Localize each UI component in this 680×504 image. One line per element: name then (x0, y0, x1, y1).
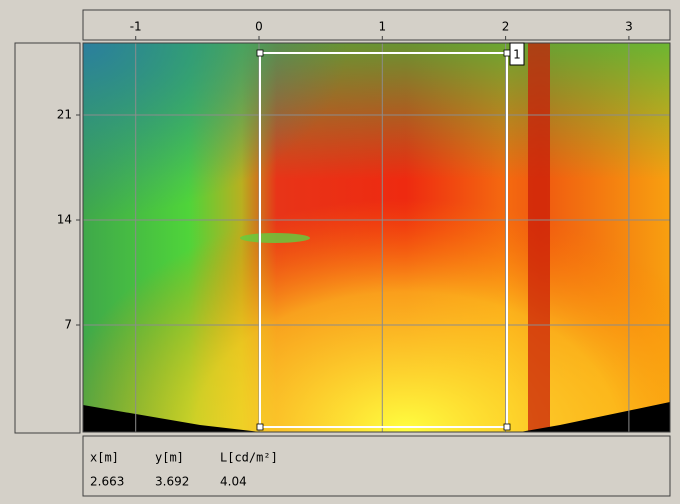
y-tick-label: 14 (57, 213, 72, 227)
y-tick-label: 21 (57, 108, 72, 122)
roi[interactable]: 1 (256, 42, 525, 431)
roi-handle[interactable] (256, 423, 264, 431)
readout-header: L[cd/m²] (220, 451, 278, 465)
roi-label: 1 (513, 48, 521, 62)
readout-value: 4.04 (220, 475, 247, 489)
image-frame (82, 42, 671, 433)
roi-handle[interactable] (503, 423, 511, 431)
stripe (528, 43, 550, 432)
image (83, 43, 670, 432)
mask-right (520, 402, 670, 432)
readout-value: 3.692 (155, 475, 189, 489)
mask-left (83, 405, 260, 432)
image-blue (83, 43, 670, 432)
x-tick-label: 1 (378, 20, 386, 34)
readout-value: 2.663 (90, 475, 124, 489)
x-tick-label: 2 (502, 20, 510, 34)
x-tick-label: -1 (130, 20, 142, 34)
y-tick-label: 7 (64, 318, 72, 332)
roi-label-box (509, 42, 525, 66)
y-axis-bar (14, 42, 81, 434)
readout-panel (82, 435, 671, 497)
roi-handle[interactable] (503, 49, 511, 57)
readout-header: x[m] (90, 451, 119, 465)
spot (240, 233, 310, 243)
x-axis-bar (82, 9, 671, 41)
x-tick-label: 0 (255, 20, 263, 34)
roi-handle[interactable] (256, 49, 264, 57)
roi-rect[interactable] (259, 52, 508, 428)
x-tick-label: 3 (625, 20, 633, 34)
readout-header: y[m] (155, 451, 184, 465)
